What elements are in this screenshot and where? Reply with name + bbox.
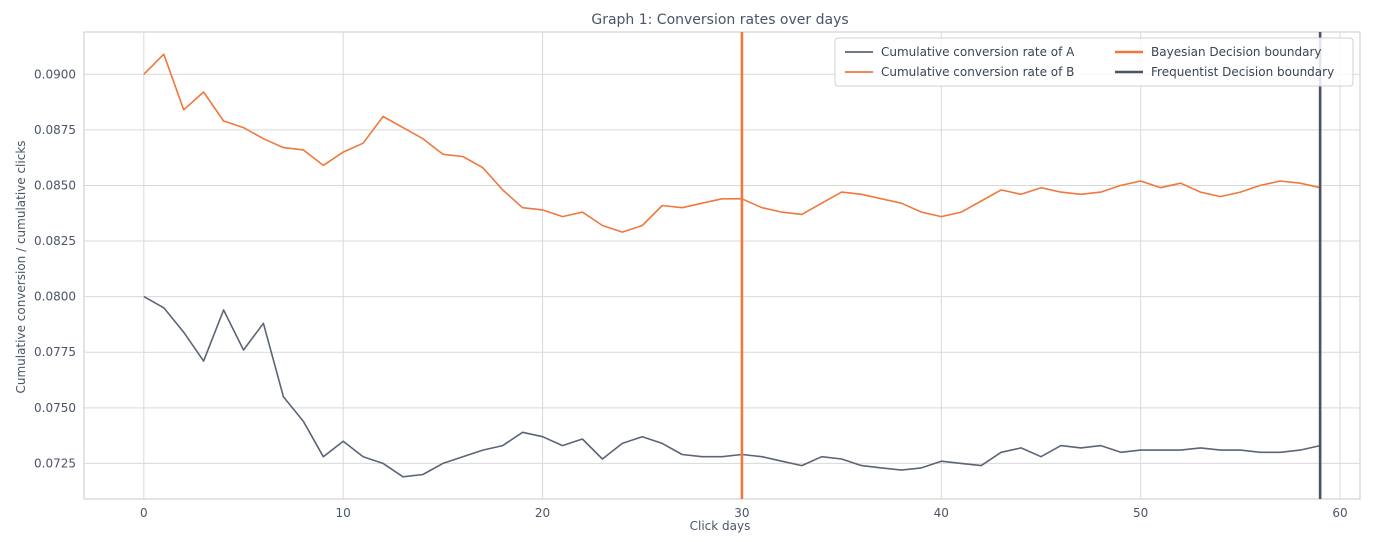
legend-label: Frequentist Decision boundary [1151,65,1334,79]
legend-entry-a: Cumulative conversion rate of A [845,45,1075,59]
legend-label: Bayesian Decision boundary [1151,45,1322,59]
x-tick-label: 10 [336,506,351,520]
y-tick-label: 0.0875 [34,123,76,137]
y-tick-label: 0.0725 [34,456,76,470]
y-tick-label: 0.0850 [34,178,76,192]
y-tick-label: 0.0775 [34,345,76,359]
y-axis-label: Cumulative conversion / cumulative click… [14,140,28,393]
x-tick-label: 50 [1133,506,1148,520]
decision-boundaries [740,32,1322,499]
series-line-a [143,295,1321,478]
x-axis-ticks: 0 10 20 30 40 50 60 [140,506,1348,520]
legend-entry-b: Cumulative conversion rate of B [845,65,1074,79]
grid [84,32,1360,499]
y-tick-label: 0.0825 [34,234,76,248]
y-tick-label: 0.0900 [34,67,76,81]
x-tick-label: 40 [934,506,949,520]
series-line-b [143,53,1321,233]
y-axis-ticks: 0.0725 0.0750 0.0775 0.0800 0.0825 0.0850 0.08… [34,67,76,470]
legend-box [834,37,1354,87]
legend-entry-bayesian: Bayesian Decision boundary [1115,45,1322,59]
series-lines [143,53,1321,478]
x-tick-label: 20 [535,506,550,520]
x-tick-label: 60 [1332,506,1347,520]
legend-label: Cumulative conversion rate of A [881,45,1075,59]
x-axis-label: Click days [690,519,751,533]
plot-area: 0 10 20 30 40 50 60 0.07250.07500.07750.08000.… [34,31,1361,520]
y-tick-label: 0.0800 [34,290,76,304]
legend-label: Cumulative conversion rate of B [881,65,1074,79]
plot-frame [83,31,1361,500]
chart-title: Graph 1: Conversion rates over days [591,12,848,28]
legend: Cumulative conversion rate of A Cumulativ… [834,37,1354,87]
x-tick-label: 30 [734,506,749,520]
legend-entry-frequentist: Frequentist Decision boundary [1115,65,1334,79]
y-tick-label: 0.0750 [34,401,76,415]
x-tick-label: 0 [140,506,148,520]
